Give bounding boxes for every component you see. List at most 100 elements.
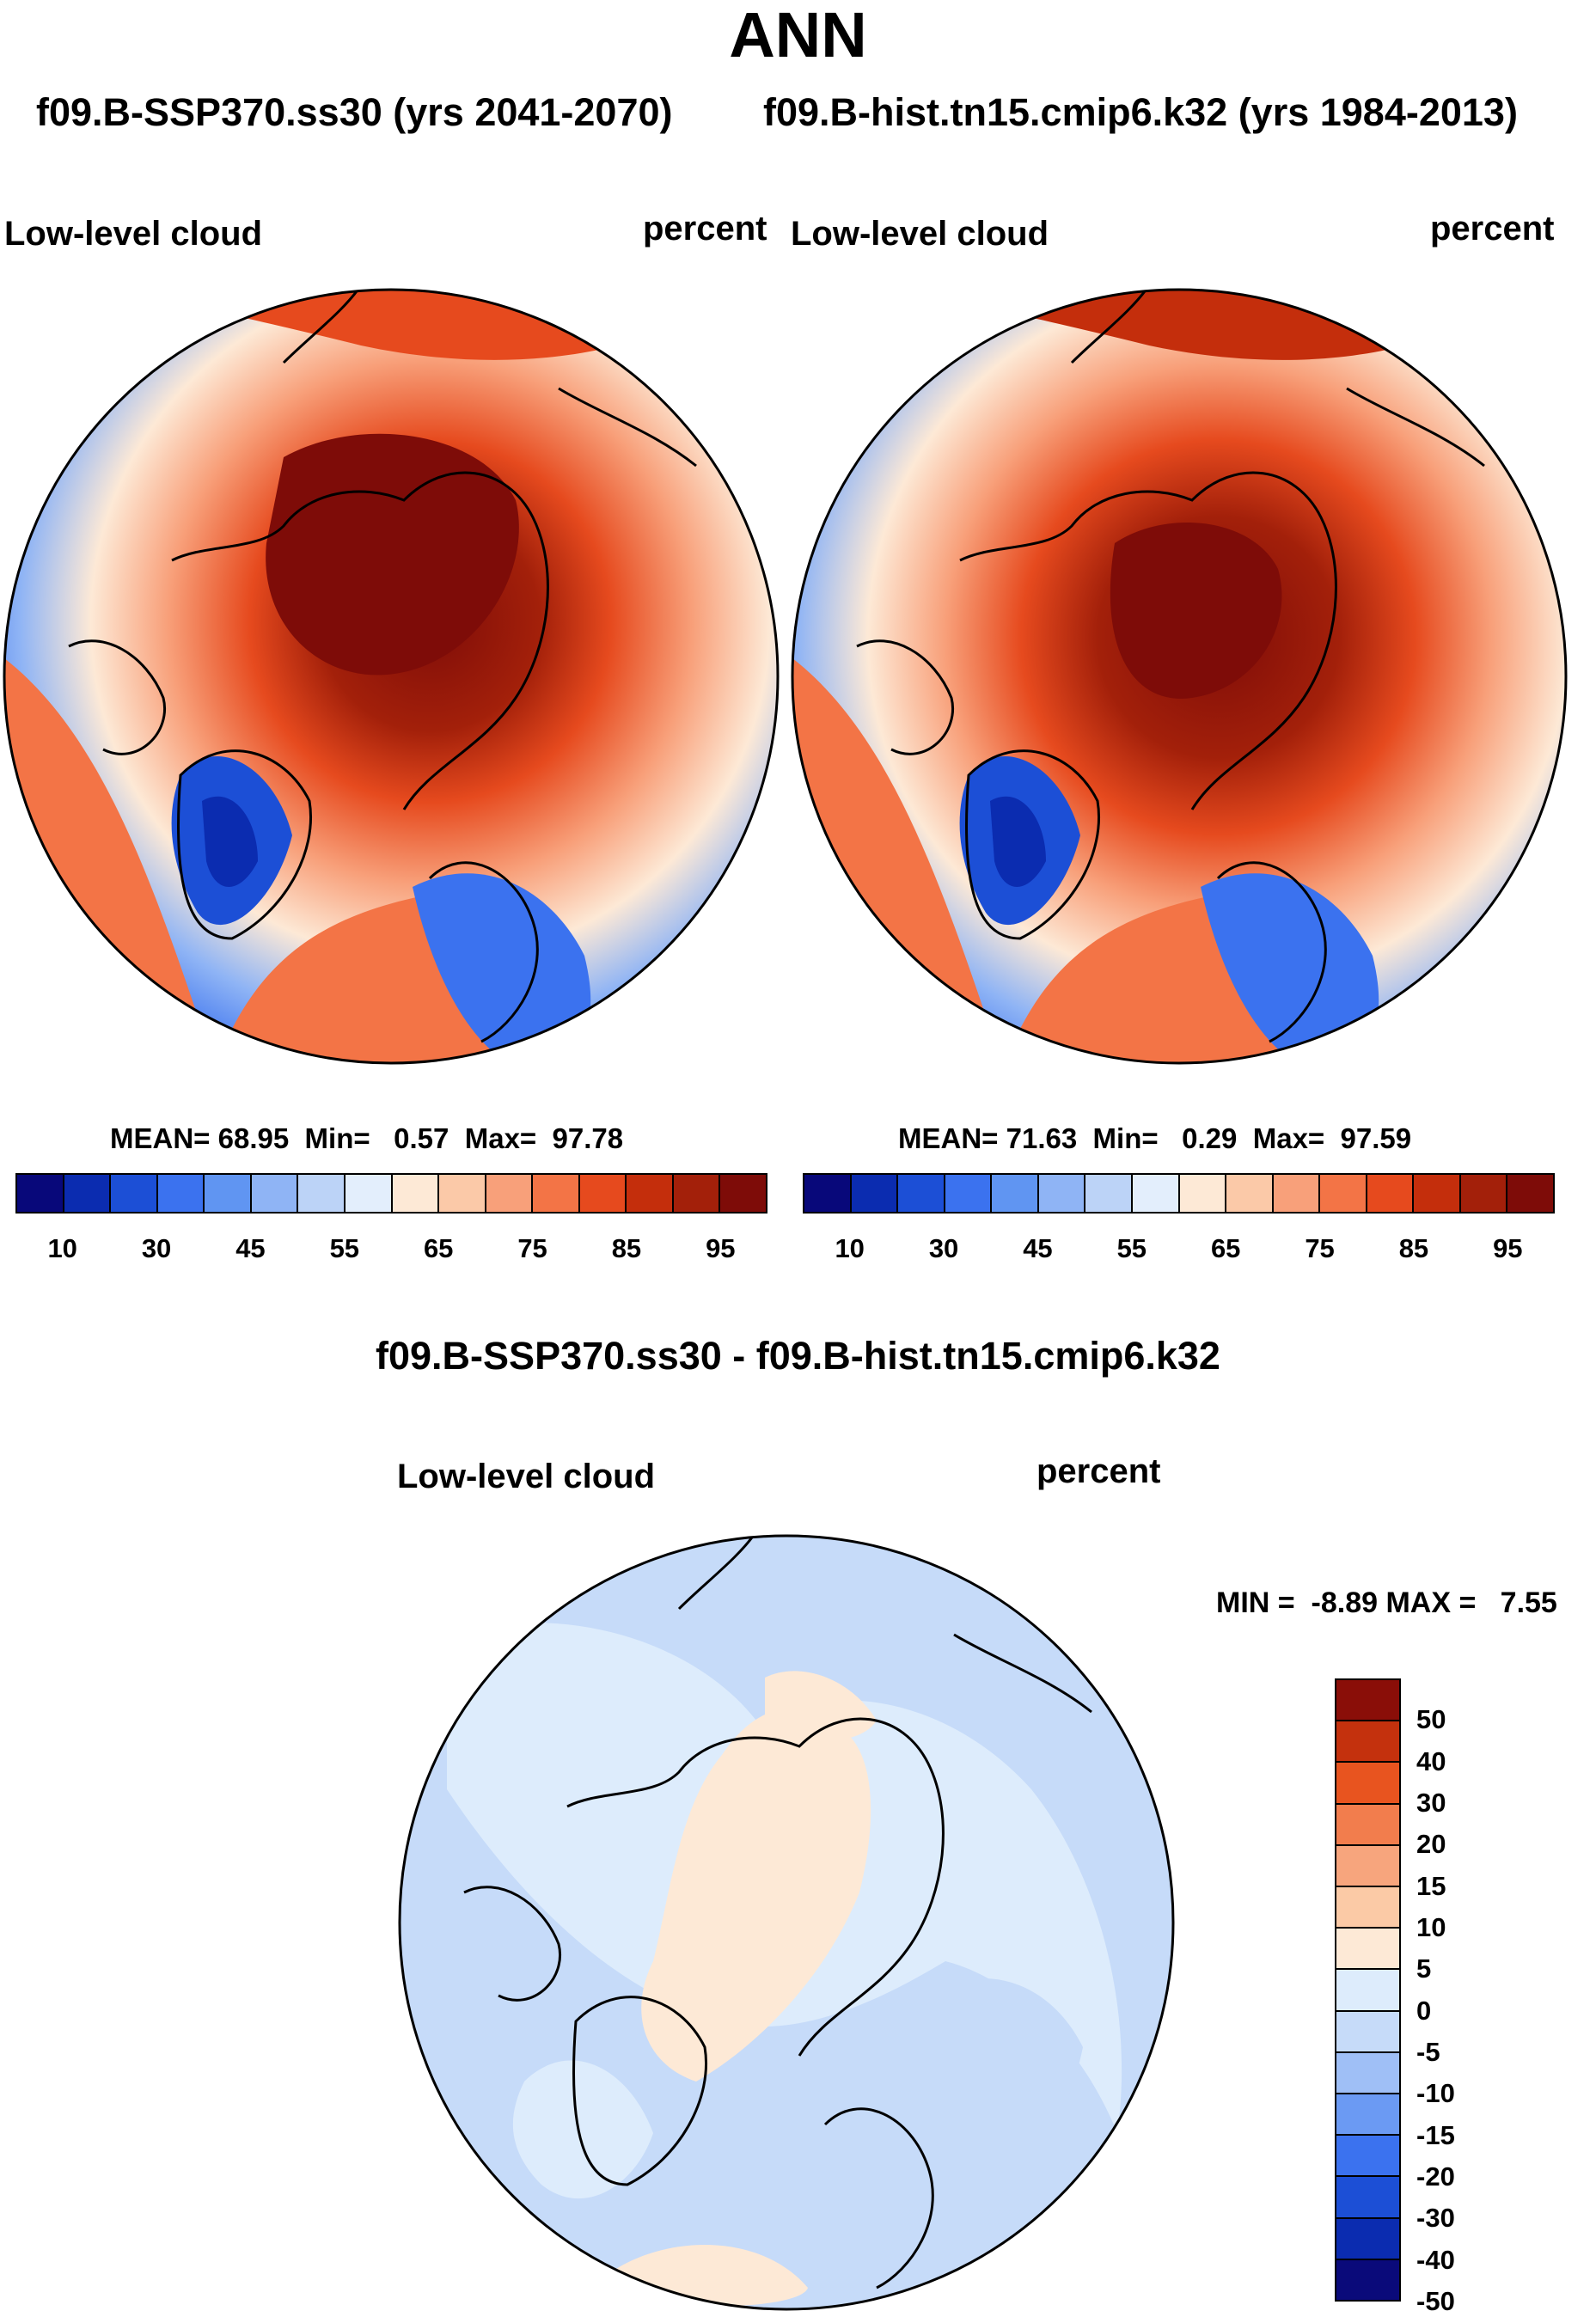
colorbar-swatch	[1179, 1175, 1227, 1212]
colorbar-swatch	[392, 1175, 440, 1212]
colorbar-swatch	[1336, 1970, 1399, 2012]
colorbar-swatch	[1336, 2136, 1399, 2178]
colorbar-tick-label: 75	[1305, 1233, 1335, 1263]
panel2-stats: MEAN= 71.63 Min= 0.29 Max= 97.59	[898, 1122, 1412, 1154]
panel1-colorbar	[15, 1173, 767, 1214]
colorbar-swatch	[627, 1175, 674, 1212]
colorbar-swatch	[1336, 1804, 1399, 1846]
colorbar-tick-label: -5	[1416, 2037, 1440, 2067]
colorbar-swatch	[992, 1175, 1039, 1212]
panel2-units-label: percent	[1430, 210, 1555, 248]
colorbar-swatch	[1038, 1175, 1086, 1212]
colorbar-tick-label: -15	[1416, 2119, 1455, 2150]
subtitle-control-case: f09.B-hist.tn15.cmip6.k32 (yrs 1984-2013…	[763, 90, 1518, 134]
colorbar-tick-label: 15	[1416, 1870, 1446, 1901]
panel2-polar-map	[791, 288, 1568, 1065]
colorbar-swatch	[157, 1175, 205, 1212]
colorbar-swatch	[298, 1175, 345, 1212]
colorbar-swatch	[1132, 1175, 1180, 1212]
diff-units-label: percent	[1036, 1452, 1161, 1490]
colorbar-swatch	[1226, 1175, 1274, 1212]
colorbar-tick-label: 30	[141, 1233, 172, 1263]
colorbar-swatch	[1367, 1175, 1415, 1212]
colorbar-swatch	[251, 1175, 299, 1212]
colorbar-tick-label: 85	[1398, 1233, 1429, 1263]
colorbar-swatch	[1336, 2218, 1399, 2260]
figure-title: ANN	[729, 0, 867, 70]
colorbar-swatch	[1507, 1175, 1553, 1212]
colorbar-tick-label: 20	[1416, 1829, 1446, 1860]
colorbar-tick-label: 30	[1416, 1788, 1446, 1818]
colorbar-swatch	[1336, 1721, 1399, 1764]
colorbar-tick-label: 65	[423, 1233, 454, 1263]
colorbar-tick-label: 45	[235, 1233, 266, 1263]
colorbar-swatch	[1273, 1175, 1321, 1212]
colorbar-tick-label: 95	[706, 1233, 736, 1263]
colorbar-swatch	[720, 1175, 766, 1212]
colorbar-tick-label: -10	[1416, 2078, 1455, 2109]
panel2-colorbar	[803, 1173, 1555, 1214]
colorbar-swatch	[486, 1175, 534, 1212]
colorbar-swatch	[1320, 1175, 1367, 1212]
diff-minmax: MIN = -8.89 MAX = 7.55	[1216, 1586, 1557, 1619]
colorbar-tick-label: 5	[1416, 1953, 1432, 1984]
colorbar-swatch	[1336, 1887, 1399, 1929]
colorbar-tick-label: 55	[1116, 1233, 1147, 1263]
colorbar-swatch	[579, 1175, 627, 1212]
colorbar-tick-label: 45	[1023, 1233, 1053, 1263]
colorbar-tick-label: -50	[1416, 2286, 1455, 2316]
colorbar-swatch	[945, 1175, 993, 1212]
colorbar-swatch	[439, 1175, 486, 1212]
colorbar-tick-label: 10	[835, 1233, 865, 1263]
colorbar-tick-label: 65	[1210, 1233, 1241, 1263]
panel1-colorbar-ticks: 10 30 45 55 65 75 85 95	[15, 1233, 767, 1268]
colorbar-swatch	[205, 1175, 252, 1212]
colorbar-swatch	[533, 1175, 580, 1212]
diff-colorbar	[1335, 1678, 1401, 2302]
colorbar-swatch	[1336, 1929, 1399, 1971]
colorbar-swatch	[1336, 2094, 1399, 2137]
panel1-units-label: percent	[643, 210, 767, 248]
colorbar-swatch	[898, 1175, 945, 1212]
colorbar-tick-label: 0	[1416, 1995, 1432, 2026]
colorbar-tick-label: 50	[1416, 1704, 1446, 1735]
colorbar-swatch	[1414, 1175, 1461, 1212]
panel1-stats: MEAN= 68.95 Min= 0.57 Max= 97.78	[110, 1122, 624, 1154]
subtitle-test-case: f09.B-SSP370.ss30 (yrs 2041-2070)	[36, 90, 673, 134]
colorbar-tick-label: 75	[517, 1233, 547, 1263]
colorbar-swatch	[64, 1175, 112, 1212]
colorbar-tick-label: -40	[1416, 2244, 1455, 2275]
panel1-polar-map	[3, 288, 780, 1065]
colorbar-swatch	[345, 1175, 393, 1212]
colorbar-swatch	[1336, 1680, 1399, 1722]
colorbar-swatch	[1336, 2259, 1399, 2301]
colorbar-tick-label: 10	[47, 1233, 77, 1263]
diff-variable-label: Low-level cloud	[397, 1458, 656, 1495]
colorbar-swatch	[1336, 2177, 1399, 2219]
colorbar-swatch	[1336, 1845, 1399, 1888]
panel2-colorbar-ticks: 10 30 45 55 65 75 85 95	[803, 1233, 1555, 1268]
colorbar-tick-label: 85	[611, 1233, 642, 1263]
colorbar-swatch	[1085, 1175, 1133, 1212]
colorbar-tick-label: -30	[1416, 2203, 1455, 2234]
colorbar-swatch	[673, 1175, 721, 1212]
colorbar-swatch	[1336, 2052, 1399, 2095]
colorbar-swatch	[804, 1175, 852, 1212]
colorbar-swatch	[1460, 1175, 1508, 1212]
difference-polar-map	[398, 1534, 1175, 2311]
colorbar-swatch	[17, 1175, 64, 1212]
difference-title: f09.B-SSP370.ss30 - f09.B-hist.tn15.cmip…	[376, 1334, 1220, 1378]
colorbar-tick-label: -20	[1416, 2161, 1455, 2192]
colorbar-swatch	[111, 1175, 158, 1212]
colorbar-swatch	[1336, 1763, 1399, 1805]
colorbar-tick-label: 95	[1493, 1233, 1523, 1263]
colorbar-tick-label: 30	[928, 1233, 959, 1263]
colorbar-swatch	[1336, 2011, 1399, 2053]
panel1-variable-label: Low-level cloud	[4, 215, 263, 253]
diff-colorbar-ticks: 50 40 30 20 15 10 5 0 -5 -10 -15 -20 -30 -40 -50	[1416, 1678, 1520, 2316]
colorbar-tick-label: 40	[1416, 1745, 1446, 1776]
colorbar-tick-label: 10	[1416, 1912, 1446, 1942]
colorbar-swatch	[851, 1175, 899, 1212]
panel2-variable-label: Low-level cloud	[791, 215, 1049, 253]
colorbar-tick-label: 55	[329, 1233, 360, 1263]
